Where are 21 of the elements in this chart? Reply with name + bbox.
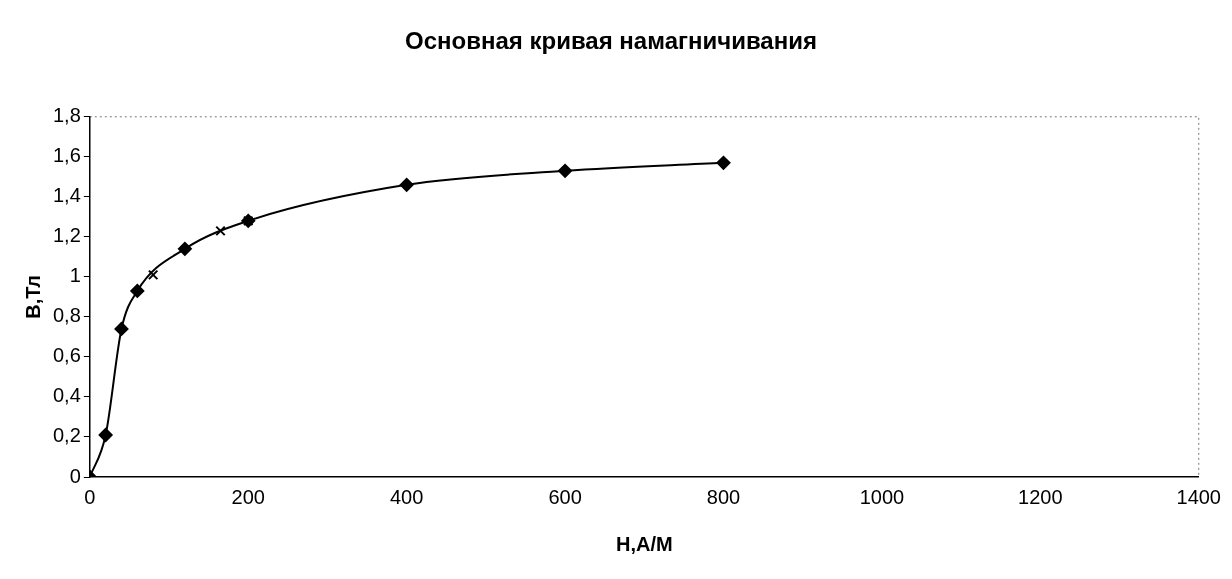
x-tick-label: 200: [231, 485, 265, 508]
y-tick-label: 1,8: [52, 104, 81, 127]
y-tick-label: 0,6: [52, 344, 81, 367]
chart-title: Основная кривая намагничивания: [405, 27, 817, 55]
y-axis-title: B,Тл: [21, 275, 44, 319]
x-axis-title: H,A/M: [615, 532, 673, 555]
y-tick-label: 1,4: [52, 184, 81, 207]
y-tick-label: 0,8: [52, 304, 81, 327]
x-tick-label: 400: [389, 485, 424, 508]
x-tick-label: 1200: [1018, 485, 1063, 508]
y-tick-label: 0,2: [52, 424, 81, 447]
y-tick-label: 1: [69, 264, 81, 287]
x-tick-label: 1000: [859, 485, 905, 508]
x-tick-label: 600: [548, 485, 582, 508]
y-tick-label: 0,4: [52, 384, 81, 407]
y-tick-label: 1,6: [52, 144, 81, 167]
y-tick-label: 1,2: [52, 224, 81, 247]
y-tick-label: 0: [69, 464, 81, 487]
x-tick-label: 1400: [1176, 485, 1221, 508]
x-tick-label: 0: [84, 485, 96, 508]
x-tick-label: 800: [706, 485, 741, 508]
